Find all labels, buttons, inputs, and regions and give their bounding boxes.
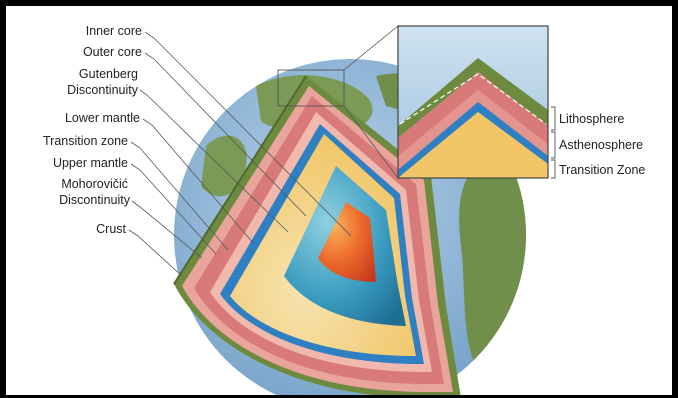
label-asthenosphere: Asthenosphere <box>559 138 643 152</box>
label-lower-mantle: Lower mantle <box>65 111 140 125</box>
label-gutenberg-1: Gutenberg <box>79 67 138 81</box>
zoom-source-box <box>277 69 345 107</box>
label-moho-1: Mohorovičić <box>61 177 128 191</box>
label-inner-core: Inner core <box>86 24 142 38</box>
label-moho-2: Discontinuity <box>59 193 131 207</box>
leader-lines <box>128 31 352 277</box>
inset-zoom <box>397 25 549 179</box>
inset-labels: Lithosphere Asthenosphere Transition Zon… <box>551 106 645 179</box>
label-upper-mantle: Upper mantle <box>53 156 128 170</box>
label-gutenberg-2: Discontinuity <box>67 83 139 97</box>
diagram-canvas: Inner core Outer core Gutenberg Disconti… <box>6 6 672 395</box>
label-crust: Crust <box>96 222 126 236</box>
inner-core-layer <box>318 202 376 282</box>
left-labels: Inner core Outer core Gutenberg Disconti… <box>43 24 142 236</box>
label-transition-zone: Transition zone <box>43 134 128 148</box>
label-transition-zone-inset: Transition Zone <box>559 163 645 177</box>
earth-cutaway <box>173 75 461 395</box>
label-lithosphere: Lithosphere <box>559 112 624 126</box>
label-outer-core: Outer core <box>83 45 142 59</box>
earth-layers-diagram: Inner core Outer core Gutenberg Disconti… <box>43 24 645 395</box>
